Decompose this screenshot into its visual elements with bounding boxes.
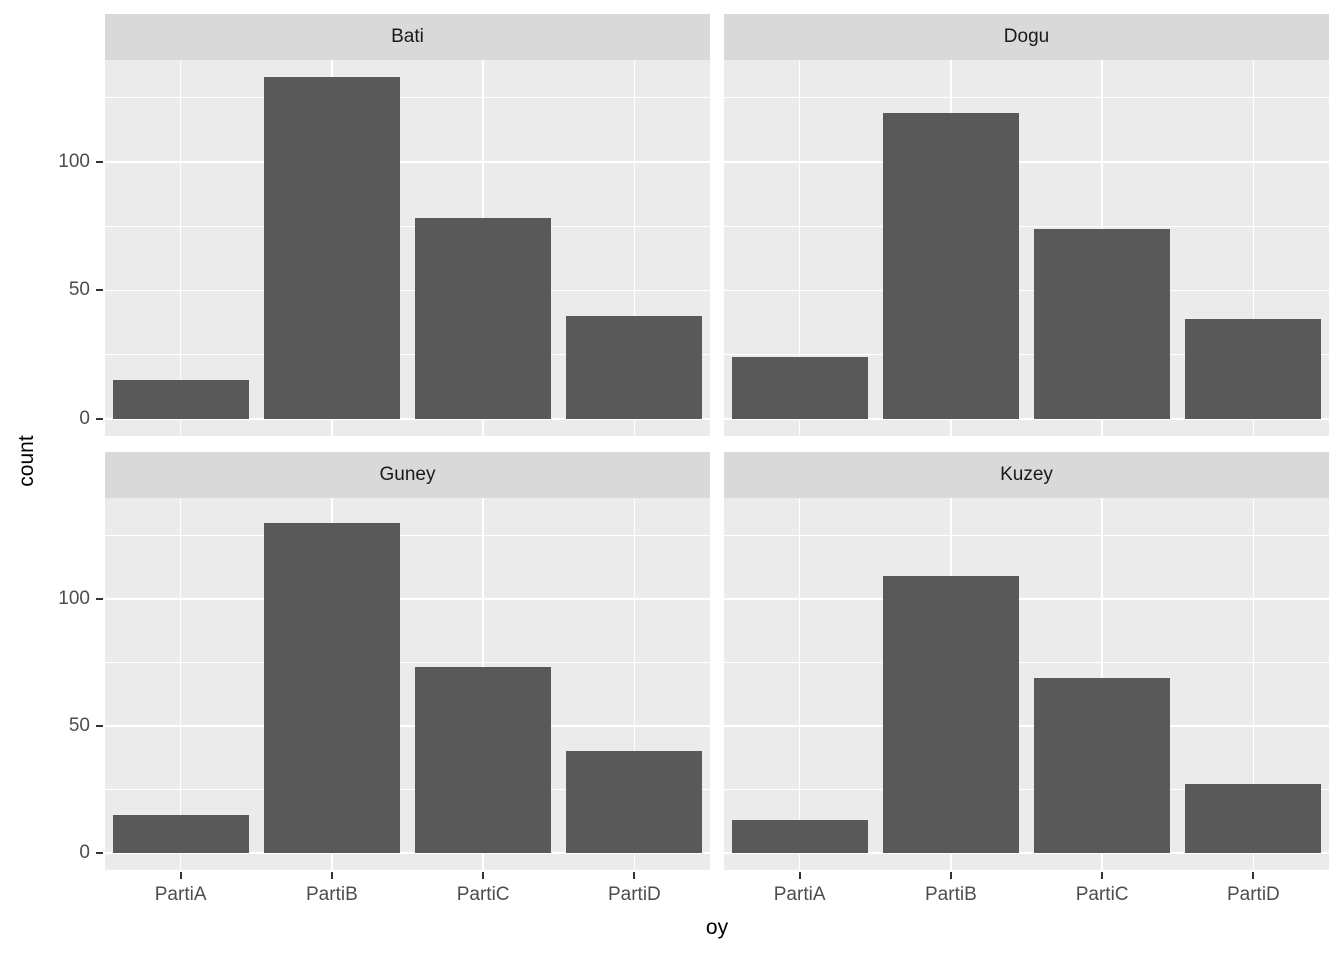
y-tick-label: 100	[58, 587, 90, 609]
minor-gridline	[724, 661, 1329, 663]
major-gridline-x	[633, 498, 636, 870]
y-tick-label: 0	[79, 842, 90, 864]
facet-strip-guney: Guney	[105, 452, 710, 498]
major-gridline-x	[179, 60, 182, 436]
major-gridline	[105, 161, 710, 163]
y-tick-label: 100	[58, 150, 90, 172]
x-tick-mark	[1252, 872, 1255, 879]
x-tick-label: PartiA	[154, 884, 207, 905]
minor-gridline	[105, 354, 710, 356]
y-tick-label: 0	[79, 407, 90, 429]
facet-panel-bati	[105, 60, 710, 436]
major-gridline-x	[633, 60, 636, 436]
bar-partia-guney	[112, 814, 249, 854]
major-gridline-x	[798, 60, 801, 436]
x-tick-label: PartiC	[456, 884, 510, 905]
y-tick-mark	[96, 724, 103, 727]
major-gridline	[724, 598, 1329, 600]
major-gridline	[724, 852, 1329, 854]
major-gridline	[724, 725, 1329, 727]
major-gridline	[724, 418, 1329, 420]
facet-panel-guney	[105, 498, 710, 870]
facet-panel-kuzey	[724, 498, 1329, 870]
minor-gridline	[105, 225, 710, 227]
minor-gridline	[724, 354, 1329, 356]
bar-partid-guney	[566, 751, 703, 854]
minor-gridline	[724, 97, 1329, 99]
bar-partid-kuzey	[1185, 784, 1322, 854]
bar-partia-kuzey	[731, 820, 868, 854]
x-tick-mark	[798, 872, 801, 879]
x-tick-label: PartiA	[773, 884, 826, 905]
minor-gridline	[724, 789, 1329, 791]
bar-partic-bati	[415, 218, 552, 419]
x-tick-label: PartiB	[306, 884, 358, 905]
minor-gridline	[724, 225, 1329, 227]
major-gridline-x	[798, 498, 801, 870]
x-tick-mark	[330, 872, 333, 879]
major-gridline	[724, 161, 1329, 163]
bar-partia-bati	[112, 380, 249, 419]
minor-gridline	[724, 534, 1329, 536]
facet-strip-label: Bati	[391, 26, 424, 47]
x-tick-label: PartiC	[1075, 884, 1129, 905]
bar-partic-dogu	[1034, 228, 1171, 419]
major-gridline-x	[1252, 60, 1255, 436]
y-tick-label: 50	[68, 714, 90, 736]
bar-partid-dogu	[1185, 318, 1322, 419]
major-gridline	[724, 289, 1329, 292]
major-gridline	[105, 418, 710, 420]
bar-partib-bati	[263, 77, 400, 419]
x-tick-mark	[949, 872, 952, 879]
minor-gridline	[105, 661, 710, 663]
bar-partib-guney	[263, 522, 400, 854]
y-tick-mark	[96, 417, 103, 420]
facet-strip-label: Guney	[379, 464, 436, 485]
facet-strip-kuzey: Kuzey	[724, 452, 1329, 498]
facet-strip-label: Dogu	[1003, 26, 1050, 47]
x-axis-title: oy	[705, 916, 729, 939]
facet-panel-dogu	[724, 60, 1329, 436]
y-tick-mark	[96, 597, 103, 600]
x-tick-label: PartiD	[1226, 884, 1280, 905]
x-tick-label: PartiD	[607, 884, 661, 905]
y-tick-mark	[96, 160, 103, 163]
bar-partib-kuzey	[882, 575, 1019, 854]
x-tick-label: PartiB	[925, 884, 977, 905]
bar-partia-dogu	[731, 357, 868, 419]
bar-partic-guney	[415, 667, 552, 854]
x-tick-mark	[179, 872, 182, 879]
x-tick-mark	[1101, 872, 1104, 879]
minor-gridline	[105, 789, 710, 791]
y-tick-label: 50	[68, 279, 90, 301]
bar-partid-bati	[566, 316, 703, 419]
facet-strip-label: Kuzey	[1000, 464, 1053, 485]
x-tick-mark	[482, 872, 485, 879]
major-gridline	[105, 598, 710, 600]
bar-partib-dogu	[882, 113, 1019, 419]
major-gridline	[105, 725, 710, 727]
y-tick-mark	[96, 852, 103, 855]
facet-strip-dogu: Dogu	[724, 14, 1329, 60]
minor-gridline	[105, 97, 710, 99]
y-tick-mark	[96, 289, 103, 292]
x-tick-mark	[633, 872, 636, 879]
facet-strip-bati: Bati	[105, 14, 710, 60]
major-gridline-x	[1252, 498, 1255, 870]
major-gridline	[105, 289, 710, 292]
major-gridline-x	[179, 498, 182, 870]
major-gridline	[105, 852, 710, 854]
bar-partic-kuzey	[1034, 677, 1171, 854]
minor-gridline	[105, 534, 710, 536]
